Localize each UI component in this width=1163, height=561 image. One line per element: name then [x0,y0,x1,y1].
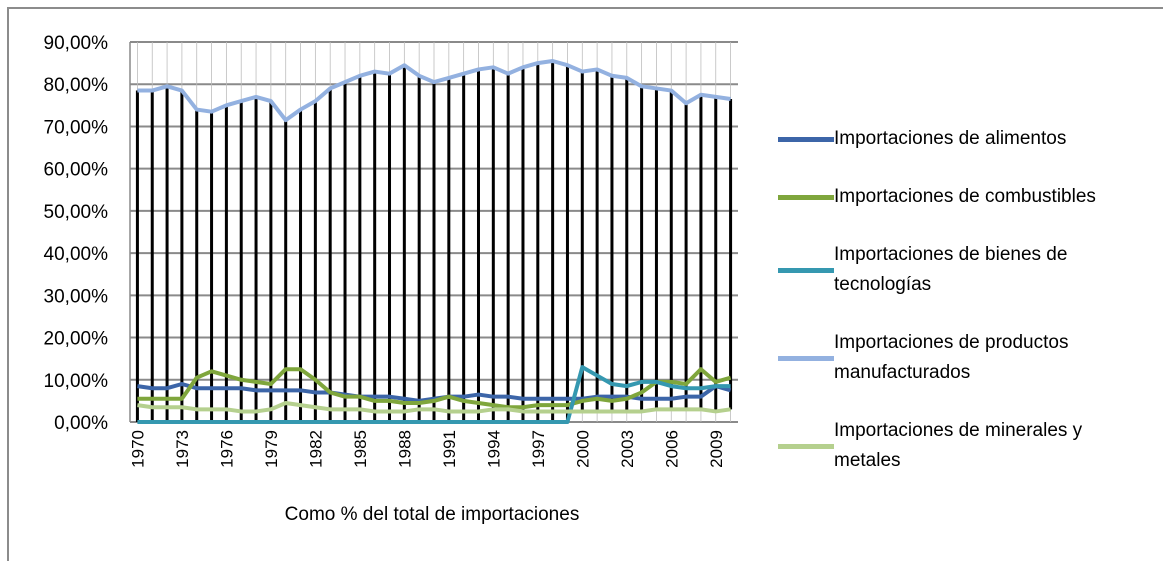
y-tick-label: 60,00% [44,160,109,181]
legend-item: Importaciones de combustibles [778,182,1158,212]
legend-label: Importaciones de productos manufacturado… [834,332,1069,383]
x-tick-label: 1976 [217,430,236,468]
y-tick-label: 30,00% [44,286,109,307]
legend-swatch [778,267,834,273]
x-tick-label: 2006 [662,430,681,468]
legend-label: Importaciones de minerales y metales [834,420,1083,471]
legend: Importaciones de alimentos Importaciones … [778,110,1158,490]
legend-item: Importaciones de productos manufacturado… [778,328,1158,388]
x-tick-label: 1991 [440,430,459,468]
x-label-layer: 1970 1973 1976 1979 1982 1985 1988 1991 1994 1997… [128,430,725,468]
legend-label: Importaciones de bienes de tecnologías [834,244,1068,295]
x-tick-label: 1988 [395,430,414,468]
y-tick-label: 50,00% [44,202,109,223]
x-tick-label: 2000 [573,430,592,468]
x-tick-label: 1973 [173,430,192,468]
legend-swatch [778,355,834,361]
x-tick-label: 1970 [128,430,147,468]
legend-swatch [778,443,834,449]
legend-item: Importaciones de bienes de tecnologías [778,240,1158,300]
line-layer [137,59,732,424]
high-low-layer [135,61,733,422]
legend-item: Importaciones de alimentos [778,124,1158,154]
series-line [137,401,731,414]
x-tick-label: 1994 [484,430,503,468]
x-tick-label: 2009 [707,430,726,468]
legend-label: Importaciones de combustibles [834,186,1096,207]
y-tick-label: 70,00% [44,117,109,138]
y-tick-label: 90,00% [44,33,109,54]
y-tick-label: 0,00% [54,413,108,434]
series-line [137,59,731,123]
x-tick-label: 1985 [351,430,370,468]
x-tick-label: 1997 [529,430,548,468]
y-tick-label: 80,00% [44,75,109,96]
legend-label: Importaciones de alimentos [834,128,1067,149]
legend-item: Importaciones de minerales y metales [778,416,1158,476]
legend-swatch [778,136,834,142]
x-tick-label: 2003 [618,430,637,468]
y-tick-label: 20,00% [44,329,109,350]
series-line [137,365,731,424]
chart-border [7,7,1163,561]
legend-swatch [778,194,834,200]
x-axis-title: Como % del total de importaciones [285,504,580,525]
y-tick-label: 40,00% [44,244,109,265]
series-line [137,367,732,410]
x-tick-label: 1979 [262,430,281,468]
x-tick-label: 1982 [306,430,325,468]
y-tick-label: 10,00% [44,371,109,392]
